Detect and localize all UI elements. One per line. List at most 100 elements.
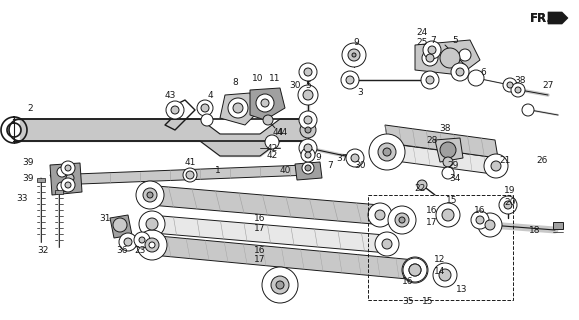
Text: 42: 42 (266, 150, 277, 159)
Polygon shape (150, 215, 388, 253)
Circle shape (395, 213, 409, 227)
Circle shape (228, 98, 248, 118)
Text: 21: 21 (499, 156, 511, 164)
Text: 10: 10 (252, 74, 264, 83)
Circle shape (421, 71, 439, 89)
Text: 38: 38 (514, 76, 526, 84)
Circle shape (299, 63, 317, 81)
Circle shape (134, 232, 150, 248)
Circle shape (233, 103, 243, 113)
Circle shape (303, 90, 313, 100)
Circle shape (433, 263, 457, 287)
Circle shape (201, 114, 213, 126)
Text: 30: 30 (290, 81, 301, 90)
Text: 7: 7 (430, 36, 436, 44)
Circle shape (119, 233, 137, 251)
Circle shape (143, 188, 157, 202)
Circle shape (443, 157, 453, 167)
Text: 44: 44 (276, 127, 288, 137)
Circle shape (183, 168, 197, 182)
Circle shape (383, 148, 391, 156)
Circle shape (484, 154, 508, 178)
Polygon shape (110, 215, 132, 238)
Circle shape (402, 257, 428, 283)
Text: 9: 9 (315, 153, 321, 162)
Text: 39: 39 (22, 157, 34, 166)
Circle shape (186, 171, 194, 179)
Text: 24: 24 (416, 28, 428, 36)
Circle shape (65, 165, 71, 171)
Text: 5: 5 (452, 36, 458, 44)
Circle shape (442, 167, 454, 179)
Text: 26: 26 (536, 156, 548, 164)
Circle shape (263, 115, 273, 125)
Text: 43: 43 (164, 91, 175, 100)
Circle shape (149, 242, 155, 248)
Circle shape (300, 122, 316, 138)
Circle shape (299, 139, 317, 157)
Text: 34: 34 (449, 173, 461, 182)
Circle shape (491, 161, 501, 171)
Text: 27: 27 (543, 81, 554, 90)
Text: 38: 38 (439, 124, 450, 132)
Text: 41: 41 (184, 157, 196, 166)
Circle shape (302, 162, 314, 174)
Circle shape (61, 161, 75, 175)
Text: 17: 17 (426, 218, 438, 227)
Circle shape (66, 174, 74, 182)
Polygon shape (295, 162, 322, 180)
Polygon shape (435, 138, 463, 162)
Circle shape (409, 264, 421, 276)
Circle shape (499, 196, 517, 214)
Bar (37, 178, 45, 182)
Text: 9: 9 (353, 37, 359, 46)
Text: 3: 3 (357, 87, 363, 97)
Circle shape (426, 54, 434, 62)
Circle shape (428, 46, 436, 54)
Circle shape (57, 167, 67, 177)
Circle shape (146, 218, 158, 230)
Text: 31: 31 (99, 213, 111, 222)
Circle shape (403, 258, 427, 282)
Circle shape (348, 49, 360, 61)
Text: 40: 40 (279, 165, 291, 174)
Polygon shape (220, 93, 255, 125)
Circle shape (139, 237, 145, 243)
Polygon shape (385, 143, 500, 175)
Text: 16: 16 (426, 205, 438, 214)
Circle shape (503, 78, 517, 92)
Text: 30: 30 (354, 161, 366, 170)
Polygon shape (145, 185, 385, 225)
Circle shape (137, 230, 167, 260)
Circle shape (439, 269, 451, 281)
Circle shape (440, 48, 460, 68)
Text: 44: 44 (272, 127, 284, 137)
Text: 11: 11 (269, 74, 281, 83)
Circle shape (388, 206, 416, 234)
Circle shape (256, 94, 274, 112)
Circle shape (298, 85, 318, 105)
Circle shape (375, 210, 385, 220)
Circle shape (442, 209, 454, 221)
Circle shape (426, 76, 434, 84)
Circle shape (378, 143, 396, 161)
Text: 36: 36 (116, 245, 128, 254)
Circle shape (399, 217, 405, 223)
Circle shape (262, 267, 298, 303)
Bar (368, 195, 513, 300)
Text: 1: 1 (215, 165, 221, 174)
Text: 12: 12 (434, 255, 446, 265)
Circle shape (145, 238, 159, 252)
Circle shape (476, 216, 484, 224)
Circle shape (468, 70, 484, 86)
Circle shape (261, 99, 269, 107)
Polygon shape (50, 165, 310, 185)
Text: 23: 23 (134, 245, 146, 254)
Circle shape (440, 142, 456, 158)
Text: 28: 28 (426, 135, 438, 145)
Text: FR.: FR. (530, 12, 552, 25)
Circle shape (201, 104, 209, 112)
Polygon shape (148, 235, 418, 280)
Circle shape (409, 264, 421, 276)
Text: 22: 22 (415, 183, 426, 193)
